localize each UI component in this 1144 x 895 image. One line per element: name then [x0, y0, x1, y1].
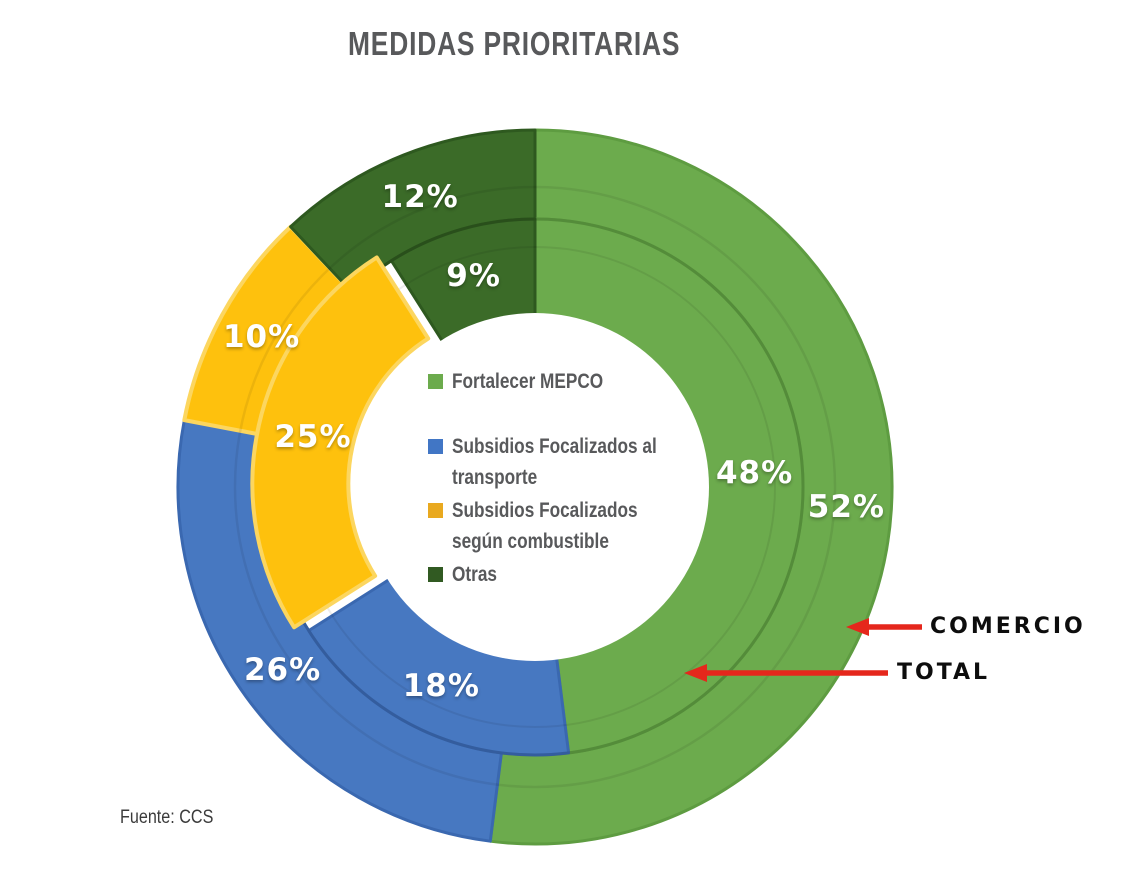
- legend-item-subsidios-focalizados-segu-n-combustible: Subsidios Focalizados según combustible: [428, 495, 668, 557]
- legend-label-line: Subsidios Focalizados al: [452, 435, 657, 458]
- legend-label-line: Fortalecer MEPCO: [452, 370, 604, 393]
- legend-label-line: Subsidios Focalizados: [452, 499, 638, 522]
- pct-label-outer-fortalecer-mepco: 52%: [807, 488, 885, 525]
- callout-arrows: [684, 618, 922, 682]
- pct-label-outer-otras: 12%: [381, 178, 459, 215]
- inner-ring-exploded-slice: [250, 255, 431, 630]
- legend-item-fortalecer-mepco: Fortalecer MEPCO: [428, 366, 668, 397]
- donut-hole: [361, 313, 709, 661]
- legend-label: Subsidios Focalizados al transporte: [452, 431, 657, 493]
- inner-ring: [307, 217, 805, 757]
- outer-ring-inner-arc: [233, 185, 837, 789]
- chart-legend: Fortalecer MEPCO Subsidios Focalizados al…: [428, 366, 668, 592]
- legend-swatch-otras: [428, 567, 443, 582]
- source-note: Fuente: CCS: [120, 807, 214, 828]
- callout-total: TOTAL: [897, 660, 991, 685]
- legend-swatch-subsidios-focalizados-al-transporte: [428, 439, 443, 454]
- legend-item-otras: Otras: [428, 559, 668, 590]
- legend-label: Fortalecer MEPCO: [452, 366, 603, 397]
- arrow-comercio: [846, 618, 922, 636]
- pct-label-outer-subsidios-focalizados-segu-n-combustible: 10%: [222, 318, 301, 355]
- pct-label-inner-otras: 9%: [446, 257, 501, 294]
- legend-label-line: transporte: [452, 466, 538, 489]
- pct-label-outer-subsidios-focalizados-al-transporte: 26%: [243, 652, 322, 689]
- legend-item-subsidios-focalizados-al-transporte: Subsidios Focalizados al transporte: [428, 431, 668, 493]
- page-title: MEDIDAS PRIORITARIAS: [348, 25, 681, 62]
- inner-segment-subsidios-focalizados-segu-n-combustible: [250, 255, 431, 630]
- pct-label-inner-subsidios-focalizados-segu-n-combustible: 25%: [274, 419, 352, 456]
- legend-swatch-subsidios-focalizados-segu-n-combustible: [428, 503, 443, 518]
- legend-label-line: según combustible: [452, 530, 609, 553]
- callout-comercio: COMERCIO: [930, 614, 1086, 639]
- legend-label: Otras: [452, 559, 497, 590]
- pct-label-inner-fortalecer-mepco: 48%: [715, 455, 794, 492]
- arrow-total: [684, 664, 888, 682]
- legend-swatch-fortalecer-mepco: [428, 374, 443, 389]
- legend-label: Subsidios Focalizados según combustible: [452, 495, 638, 557]
- pct-label-inner-subsidios-focalizados-al-transporte: 18%: [402, 668, 480, 705]
- legend-label-line: Otras: [452, 563, 497, 586]
